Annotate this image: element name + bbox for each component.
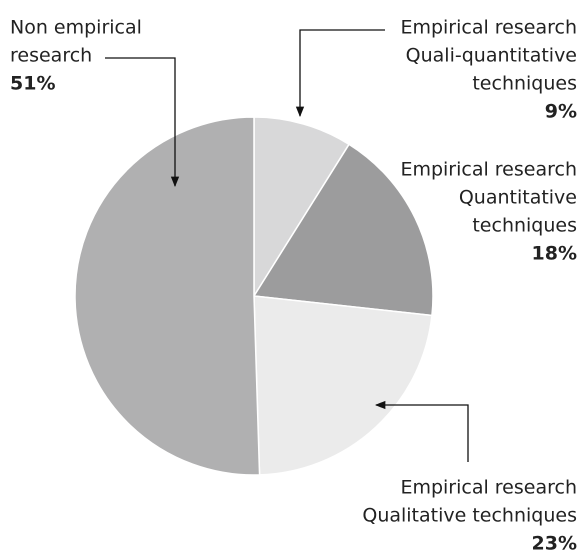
slice-label: Quali-quantitative: [406, 45, 577, 67]
slice-label: Quantitative: [459, 187, 577, 209]
callout-arrow: [374, 400, 469, 462]
value-label: 18%: [532, 243, 577, 265]
value-label: 9%: [545, 101, 577, 123]
pie-slice: [252, 143, 434, 317]
pie: [74, 116, 434, 476]
slice-label: techniques: [472, 215, 577, 237]
callout-arrow: [295, 29, 385, 118]
slice-label: Non empirical: [10, 17, 142, 39]
slice-label: research: [10, 45, 92, 67]
slice-label: Empirical research: [400, 159, 577, 181]
slice-label: Empirical research: [400, 477, 577, 499]
value-label: 23%: [532, 533, 577, 552]
value-label: 51%: [10, 73, 55, 95]
pie-slice: [253, 116, 351, 299]
pie-slice: [253, 295, 433, 476]
pie-slice: [74, 116, 261, 476]
slice-label: techniques: [472, 73, 577, 95]
callout-arrow: [105, 57, 180, 188]
slice-label: Qualitative techniques: [362, 505, 577, 527]
slice-label: Empirical research: [400, 17, 577, 39]
